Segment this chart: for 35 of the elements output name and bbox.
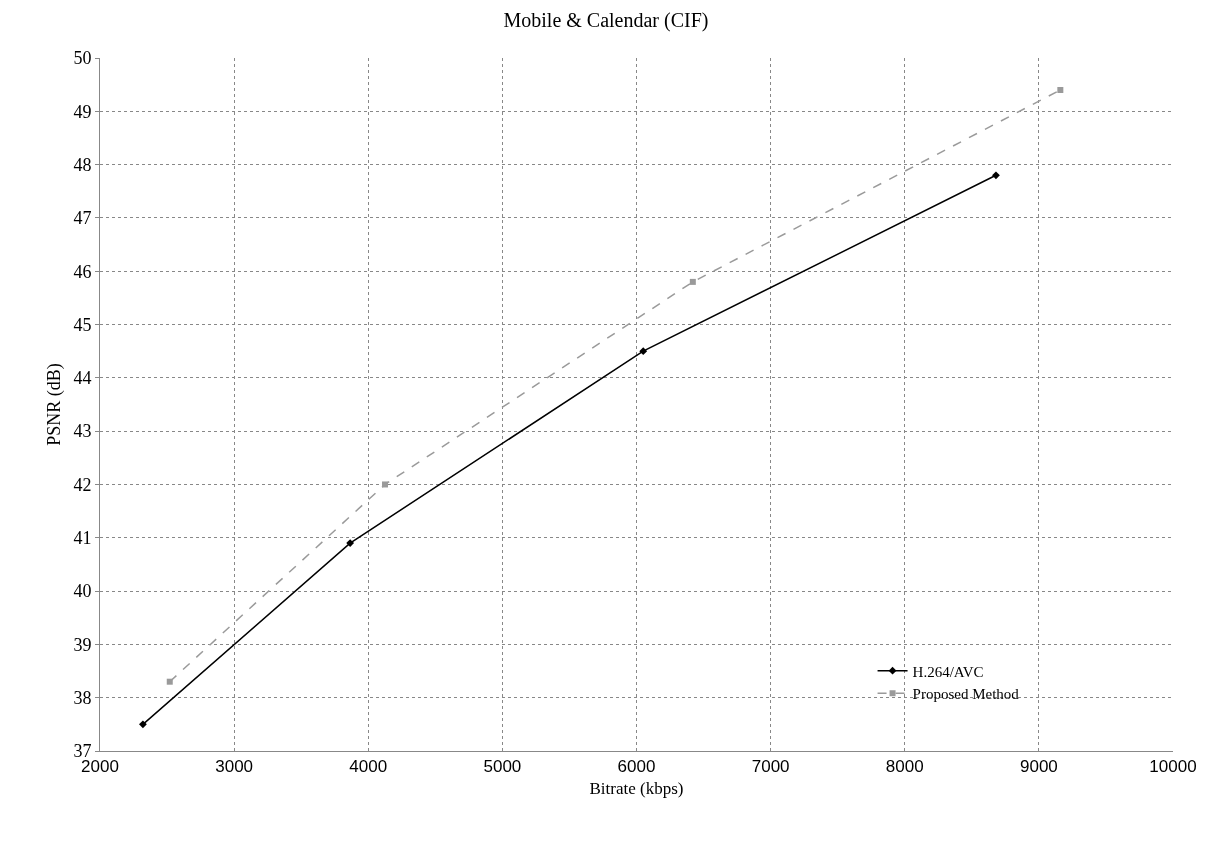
y-tick-label: 45: [73, 314, 92, 335]
y-tick-label: 39: [73, 634, 92, 655]
y-axis-title: PSNR (dB): [43, 363, 65, 446]
point: [139, 720, 147, 729]
x-tick-label: 2000: [81, 757, 119, 777]
point: [1057, 86, 1064, 93]
y-tick-label: 44: [73, 368, 92, 389]
x-tick-label: 8000: [885, 757, 924, 777]
chart-title: Mobile & Calendar (CIF): [503, 8, 709, 32]
y-tick-label: 43: [73, 421, 92, 442]
point: [689, 278, 696, 285]
y-tick-label: 47: [73, 208, 92, 229]
legend-label: H.264/AVC: [912, 663, 984, 680]
y-tick-label: 42: [73, 474, 92, 495]
y-tick-label: 49: [73, 101, 92, 122]
point: [346, 539, 355, 547]
y-tick-label: 48: [73, 154, 92, 175]
x-tick-label: 10000: [1149, 757, 1197, 777]
y-tick-label: 50: [73, 48, 92, 69]
x-tick-label: 9000: [1019, 757, 1058, 777]
x-tick-label: 6000: [617, 757, 656, 777]
x-axis-title: Bitrate (kbps): [589, 778, 684, 798]
point: [382, 481, 389, 488]
x-tick-label: 5000: [483, 757, 522, 777]
legend-label: Proposed Method: [912, 686, 1020, 703]
point: [166, 678, 173, 685]
y-tick-label: 41: [73, 528, 92, 549]
x-tick-label: 3000: [215, 757, 254, 777]
point: [992, 171, 1000, 180]
point: [639, 347, 648, 356]
y-tick-label: 40: [73, 581, 92, 602]
x-tick-label: 4000: [349, 757, 388, 777]
x-tick-label: 7000: [751, 757, 790, 777]
y-tick-label: 46: [73, 261, 92, 282]
y-tick-label: 38: [73, 687, 92, 708]
